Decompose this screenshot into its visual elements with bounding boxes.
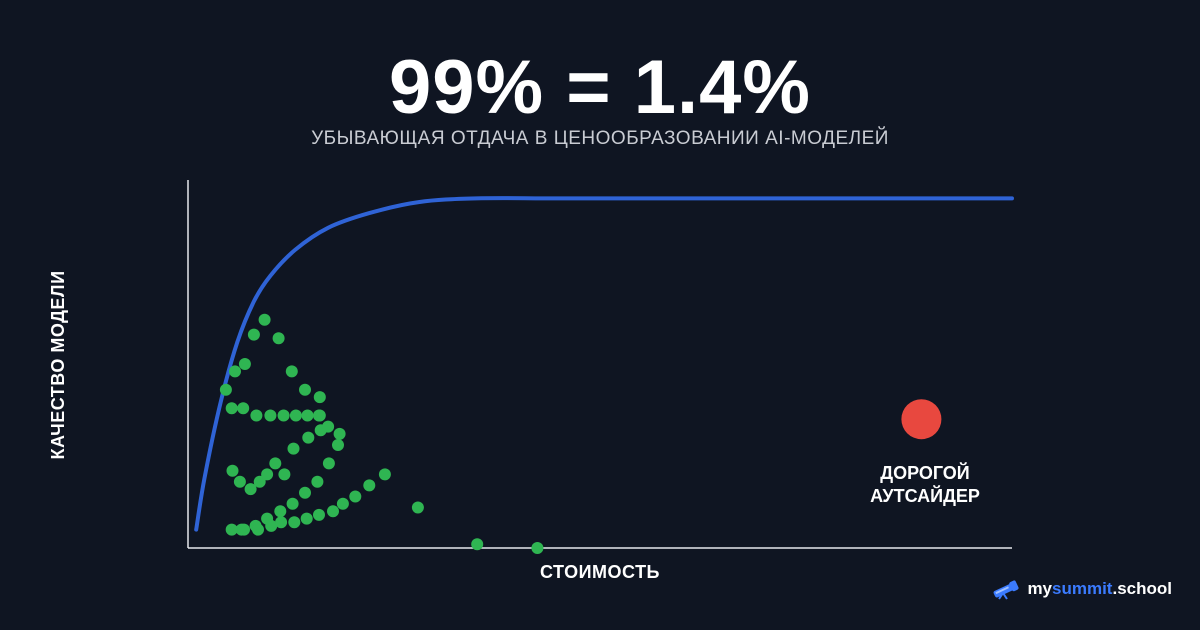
model-point [225, 402, 238, 415]
model-point [332, 439, 344, 451]
model-point [238, 358, 251, 370]
model-point [253, 475, 266, 488]
model-point [333, 427, 346, 440]
model-point [233, 475, 246, 488]
model-point [269, 457, 282, 470]
model-point [301, 409, 314, 422]
brand-accent: summit [1052, 579, 1113, 598]
model-point [302, 431, 315, 444]
model-point [327, 505, 339, 518]
model-point [349, 490, 362, 503]
model-point [225, 523, 238, 536]
model-point [274, 505, 287, 518]
y-axis-label: КАЧЕСТВО МОДЕЛИ [48, 270, 68, 460]
model-point [299, 383, 311, 396]
model-point [313, 508, 325, 521]
chart-title: 99% = 1.4% [389, 45, 811, 130]
model-point [311, 475, 324, 488]
model-point [258, 313, 271, 326]
model-point [226, 464, 239, 477]
model-point [336, 497, 349, 510]
model-point [411, 501, 424, 514]
model-point [363, 479, 376, 492]
model-point [252, 523, 264, 536]
model-point [289, 409, 302, 422]
outlier-point [901, 399, 942, 440]
model-point [237, 402, 250, 415]
model-point [275, 516, 288, 529]
model-point [471, 538, 484, 551]
model-point [287, 442, 300, 455]
model-point [277, 409, 290, 422]
model-point [378, 468, 391, 481]
model-point [264, 409, 277, 422]
brand-suffix: .school [1112, 579, 1172, 598]
model-point [322, 457, 335, 470]
model-point [247, 328, 260, 341]
outlier-annotation: ДОРОГОЙ АУТСАЙДЕР [840, 462, 1010, 508]
model-point [238, 523, 250, 536]
points-layer [219, 313, 942, 554]
model-point [272, 332, 285, 345]
curve-layer [194, 196, 1014, 532]
model-point [219, 383, 232, 396]
chart-axes [187, 180, 1012, 549]
brand-prefix: my [1027, 579, 1053, 598]
model-point [265, 519, 278, 532]
model-point [250, 409, 263, 422]
model-point [278, 468, 291, 481]
model-point [261, 468, 274, 481]
quality-cost-curve [194, 196, 1014, 532]
model-point [244, 483, 257, 496]
outlier-annotation-line1: ДОРОГОЙ [880, 463, 970, 483]
model-point [300, 512, 313, 525]
model-point [313, 409, 325, 422]
model-point [285, 365, 298, 378]
model-point [288, 516, 301, 529]
x-axis-label: СТОИМОСТЬ [539, 562, 660, 582]
brand-logo: my summit .school [991, 578, 1172, 600]
model-point [322, 420, 335, 433]
model-point [531, 542, 544, 554]
outlier-annotation-line2: АУТСАЙДЕР [870, 486, 980, 506]
model-point [299, 486, 311, 499]
model-point [229, 365, 241, 378]
model-point [313, 391, 326, 404]
model-point [286, 497, 299, 510]
telescope-icon [994, 580, 1019, 600]
chart-subtitle: УБЫВАЮЩАЯ ОТДАЧА В ЦЕНООБРАЗОВАНИИ AI-МО… [311, 128, 889, 149]
